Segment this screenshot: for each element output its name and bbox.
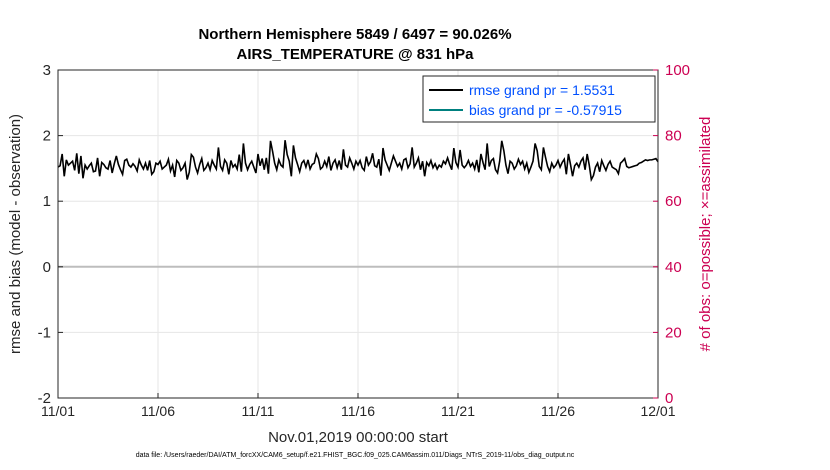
chart-subtitle: AIRS_TEMPERATURE @ 831 hPa	[236, 46, 474, 63]
x-axis-label: Nov.01,2019 00:00:00 start	[268, 429, 449, 446]
x-tick-label: 11/16	[341, 403, 375, 419]
y2-tick-label: 20	[665, 324, 682, 341]
y2-tick-label: 100	[665, 62, 690, 79]
x-tick-label: 11/11	[242, 403, 275, 419]
data-file-footer: data file: /Users/raeder/DAI/ATM_forcXX/…	[135, 452, 575, 459]
legend-label-bias: bias grand pr = -0.57915	[469, 102, 622, 118]
x-tick-label: 11/06	[141, 403, 175, 419]
y-tick-label: -2	[38, 390, 51, 407]
x-tick-label: 11/26	[541, 403, 575, 419]
y2-tick-label: 0	[665, 390, 673, 407]
y-tick-label: 2	[43, 128, 51, 145]
legend-label-rmse: rmse grand pr = 1.5531	[469, 82, 615, 98]
x-tick-label: 11/01	[41, 403, 75, 419]
chart-title: Northern Hemisphere 5849 / 6497 = 90.026…	[198, 26, 512, 43]
y-tick-label: 0	[43, 259, 51, 276]
y-tick-label: 1	[43, 193, 51, 210]
y-tick-label: -1	[38, 324, 51, 341]
x-tick-label: 11/21	[441, 403, 475, 419]
y2-axis-label: # of obs: o=possible; ×=assimilated	[697, 117, 714, 352]
y-axis-label: rmse and bias (model - observation)	[7, 114, 24, 354]
x-tick-label: 12/01	[640, 403, 675, 419]
y2-tick-label: 60	[665, 193, 682, 210]
y2-tick-label: 40	[665, 259, 682, 276]
y-tick-label: 3	[43, 62, 51, 79]
rmse-series-line	[57, 140, 659, 183]
legend-box	[422, 75, 656, 123]
y2-tick-label: 80	[665, 128, 682, 145]
